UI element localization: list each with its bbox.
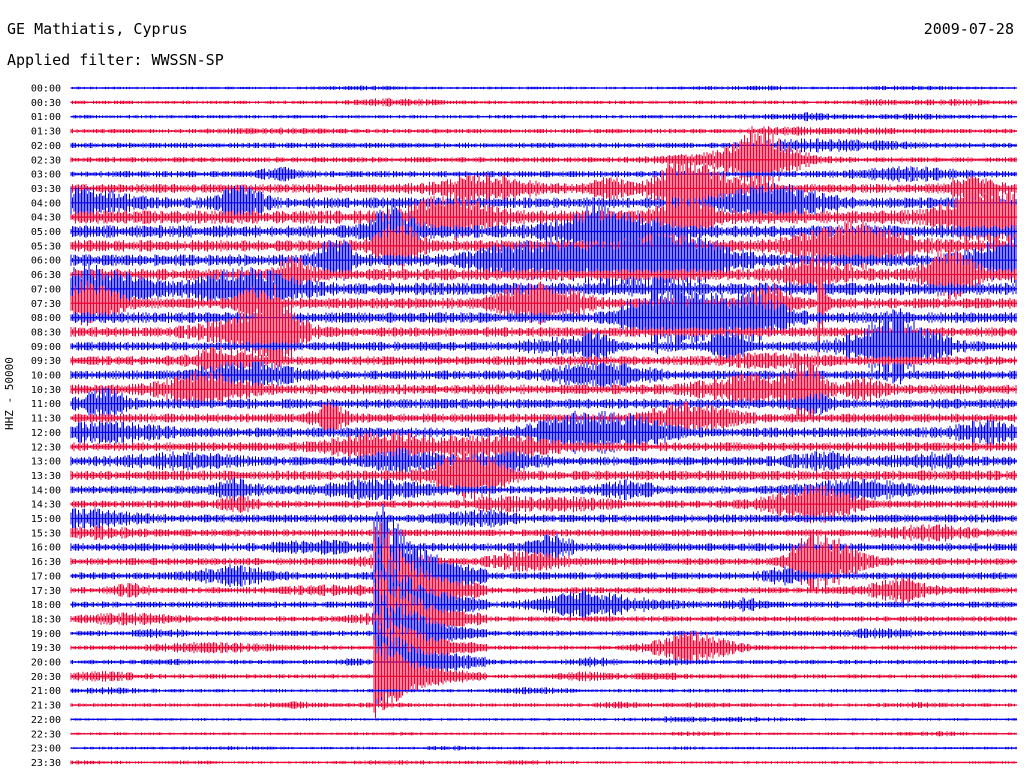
row-time-label: 04:30 [31,213,61,224]
row-time-label: 01:00 [31,112,61,123]
row-time-label: 07:00 [31,284,61,295]
row-time-label: 23:00 [31,744,61,755]
row-time-label: 16:00 [31,543,61,554]
filter-label: Applied filter: WWSSN-SP [7,51,224,69]
row-time-label: 06:30 [31,270,61,281]
row-time-label: 17:30 [31,586,61,597]
row-time-label: 05:30 [31,241,61,252]
row-time-label: 11:00 [31,399,61,410]
row-time-label: 10:30 [31,385,61,396]
row-time-label: 19:30 [31,643,61,654]
row-time-label: 23:30 [31,758,61,769]
row-time-label: 21:30 [31,701,61,712]
row-time-label: 06:00 [31,256,61,267]
row-time-label: 03:30 [31,184,61,195]
row-time-label: 08:30 [31,327,61,338]
row-time-label: 18:00 [31,600,61,611]
row-time-label: 22:00 [31,715,61,726]
row-time-label: 10:00 [31,371,61,382]
row-time-label: 12:00 [31,428,61,439]
row-time-label: 20:00 [31,658,61,669]
row-time-label: 12:30 [31,442,61,453]
traces-group [70,85,1017,765]
row-time-label: 16:30 [31,557,61,568]
row-time-label: 07:30 [31,299,61,310]
row-time-label: 15:00 [31,514,61,525]
row-time-label: 08:00 [31,313,61,324]
row-time-label: 22:30 [31,729,61,740]
row-time-label: 21:00 [31,686,61,697]
row-time-label: 09:00 [31,342,61,353]
row-time-label: 02:00 [31,141,61,152]
row-time-label: 02:30 [31,155,61,166]
row-time-label: 14:30 [31,500,61,511]
row-time-label: 09:30 [31,356,61,367]
row-time-label: 13:30 [31,471,61,482]
row-time-label: 19:00 [31,629,61,640]
row-time-label: 05:00 [31,227,61,238]
row-time-label: 13:00 [31,457,61,468]
row-time-label: 01:30 [31,127,61,138]
row-time-label: 00:00 [31,84,61,95]
row-time-label: 20:30 [31,672,61,683]
row-time-label: 18:30 [31,614,61,625]
row-time-label: 03:00 [31,170,61,181]
row-time-label: 15:30 [31,528,61,539]
row-time-label: 04:00 [31,198,61,209]
row-time-label: 00:30 [31,98,61,109]
row-time-label: 11:30 [31,414,61,425]
tick-labels-group: 00:00 00:30 01:00 01:30 02:00 02:30 03:00 03:30… [31,84,61,769]
row-time-label: 17:00 [31,571,61,582]
station-title: GE Mathiatis, Cyprus [7,20,188,38]
date-label: 2009-07-28 [923,20,1014,38]
row-time-label: 14:00 [31,485,61,496]
